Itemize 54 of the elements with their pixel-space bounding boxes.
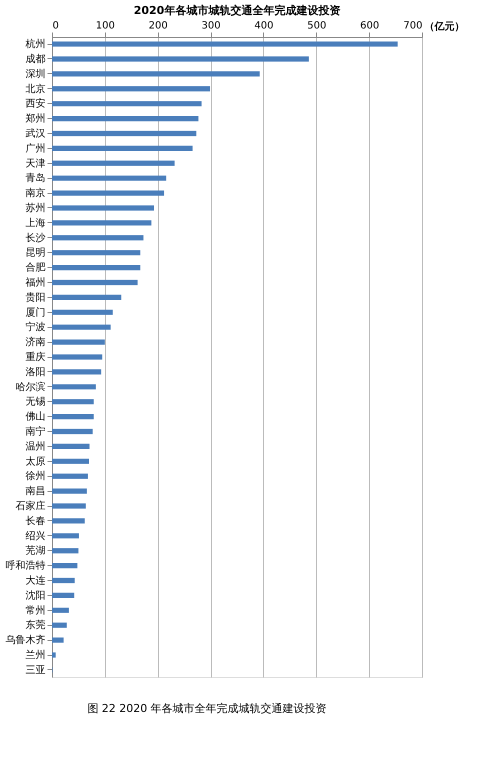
x-tick-label: 100 [96,20,115,32]
y-tick-label: 广州 [26,142,46,154]
x-axis-title: （亿元） [424,20,464,32]
y-tick-label: 长春 [26,514,46,527]
y-tick-label: 合肥 [26,262,46,274]
x-tick-label: 0 [52,20,59,32]
y-tick-label: 深圳 [26,68,46,80]
y-tick-label: 天津 [26,157,46,170]
y-tick-label: 西安 [26,98,46,110]
y-tick-label: 佛山 [26,410,46,423]
y-tick-label: 北京 [26,82,46,95]
y-tick-label: 绍兴 [26,530,46,542]
y-tick-label: 乌鲁木齐 [6,634,46,646]
y-tick-label: 石家庄 [16,500,46,512]
y-tick-label: 无锡 [26,396,46,408]
y-tick-label: 徐州 [26,470,46,482]
y-tick-label: 太原 [26,455,46,468]
y-tick-label: 武汉 [26,127,46,140]
y-tick-label: 济南 [26,336,46,348]
y-tick-label: 南宁 [26,426,46,438]
y-tick-label: 成都 [26,52,46,65]
y-tick-label: 杭州 [24,38,46,50]
y-tick-label: 重庆 [26,351,46,363]
y-tick-label: 上海 [26,216,46,229]
y-tick-label: 沈阳 [26,589,46,602]
y-tick-label: 长沙 [26,232,46,244]
x-tick-label: 300 [202,20,221,32]
y-tick-label: 温州 [26,440,46,452]
y-tick-label: 厦门 [26,306,46,318]
y-tick-label: 南昌 [26,485,46,498]
x-tick-label: 400 [254,20,274,32]
y-tick-label: 常州 [26,604,46,616]
y-tick-label: 宁波 [26,321,46,334]
y-tick-label: 贵阳 [26,291,46,304]
y-tick-label: 昆明 [26,248,46,259]
y-tick-label: 福州 [26,276,46,288]
y-tick-label: 兰州 [26,649,46,662]
y-tick-label: 芜湖 [26,544,46,557]
y-tick-label: 洛阳 [26,366,46,378]
x-tick-label: 500 [307,20,326,32]
y-tick-label: 东莞 [26,619,46,632]
x-tick-label: 700 [403,20,422,32]
x-tick-label: 600 [360,20,380,32]
y-tick-label: 哈尔滨 [16,380,46,393]
y-tick-label: 三亚 [26,664,46,676]
y-tick-label: 苏州 [26,202,46,214]
x-tick-label: 200 [148,20,168,32]
y-tick-label: 南京 [26,187,46,200]
y-tick-label: 青岛 [26,172,46,184]
y-tick-label: 大连 [26,574,46,587]
caption: 图 22 2020 年各城市全年完成城轨交通建设投资 [87,702,327,715]
y-tick-label: 郑州 [26,112,46,125]
chart-title: 2020年各城市城轨交通全年完成建设投资 [134,4,340,17]
y-tick-label: 呼和浩特 [6,560,46,572]
